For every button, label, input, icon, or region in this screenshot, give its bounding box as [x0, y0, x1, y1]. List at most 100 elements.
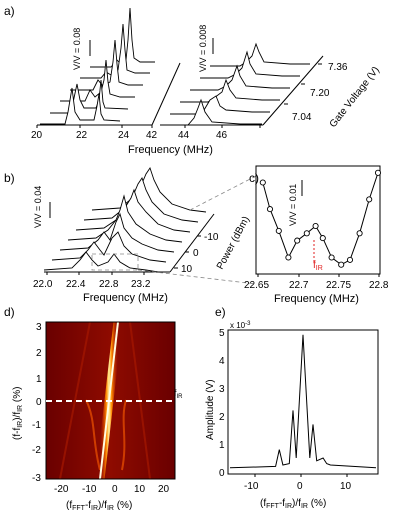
trace-a-left-4	[60, 59, 135, 102]
scale-label-a-left: V/V = 0.08	[72, 28, 82, 70]
tick-c-228: 22.8	[369, 280, 389, 291]
tick-a-44: 44	[178, 130, 190, 141]
trace-a-right-6	[160, 98, 262, 126]
tick-a-42: 42	[146, 130, 158, 141]
panel-e-data	[229, 334, 377, 469]
ytick-d-3: 3	[36, 322, 42, 333]
panel-d-yticks: 3 2 1 0 -1 -2 -3	[32, 322, 42, 484]
trace-a-left-3	[70, 39, 143, 91]
heatmap-sideband-right	[121, 399, 127, 471]
panel-c-data	[259, 169, 382, 268]
panel-d: d) fIR 3 2 1 0 -1 -2 -3 (f-fIR)/fIR (%) …	[4, 305, 183, 512]
data-point-c	[319, 235, 326, 242]
panel-label-c: c)	[249, 171, 259, 185]
xtick-e-m10: -10	[244, 481, 259, 492]
ytick-d-1: 1	[36, 374, 42, 385]
exponent-e: x 10-3	[230, 321, 251, 330]
tick-c-227: 22.7	[289, 280, 309, 291]
panel-a-right-traces	[160, 42, 310, 126]
tick-a-24: 24	[118, 130, 130, 141]
tick-b-224: 22.4	[66, 279, 86, 290]
data-point-c	[303, 230, 310, 237]
xtick-d-m10: -10	[82, 484, 97, 495]
tick-c-2275: 22.75	[326, 280, 351, 291]
scale-label-a-right: V/V = 0.008	[198, 25, 208, 72]
tick-a-46: 46	[216, 130, 228, 141]
ytick-e-0: 0	[219, 468, 225, 479]
xtick-d-m20: -20	[54, 484, 69, 495]
power-tick-10: 10	[181, 264, 193, 275]
data-point-c	[366, 196, 373, 203]
panel-e-yticks: 5 4 3 2 1 0	[219, 328, 225, 479]
fir-label-d: fIR	[174, 388, 183, 400]
trace-b-7	[43, 251, 159, 273]
xtick-e-10: 10	[340, 481, 352, 492]
y-title-e: Amplitude (V)	[205, 379, 216, 440]
tick-a-22: 22	[76, 130, 88, 141]
panel-c: c) V/V = 0.01 fIR 22.65 22.7 22.75 22.8 …	[244, 165, 389, 305]
zoom-line-upper	[189, 175, 257, 211]
series-line-e	[229, 334, 377, 469]
data-point-c	[294, 237, 301, 244]
x-title-d: (fFFT-fIR)/fIR (%)	[66, 500, 132, 512]
x-title-e: (fFFT-fIR)/fIR (%)	[260, 498, 326, 510]
data-point-c	[266, 206, 274, 213]
ytick-d-m2: -2	[32, 445, 41, 456]
panel-e: e) x 10-3 5 4 3 2 1 0 Amplitude (V) -10 …	[205, 305, 379, 510]
x-title-c: Frequency (MHz)	[274, 293, 359, 305]
heatmap-streak-left	[59, 322, 91, 479]
ytick-d-m3: -3	[32, 473, 41, 484]
tick-b-232: 23.2	[131, 279, 151, 290]
tick-c-2265: 22.65	[244, 280, 269, 291]
trace-a-right-2	[200, 50, 300, 79]
tick-b-220: 22.0	[33, 279, 53, 290]
ytick-e-3: 3	[219, 384, 225, 395]
tick-b-228: 22.8	[99, 279, 119, 290]
panel-label-a: a)	[4, 4, 15, 18]
series-line-c	[262, 172, 379, 266]
zoom-line-lower	[137, 269, 257, 285]
trace-b-6	[51, 231, 167, 263]
trace-a-right-3	[190, 64, 290, 91]
xtick-d-0: 0	[112, 484, 118, 495]
ytick-e-2: 2	[219, 412, 225, 423]
panel-d-xticks: -20 -10 0 10 20	[54, 484, 170, 495]
plot-frame-e	[227, 329, 379, 475]
trace-a-left-6	[40, 87, 121, 125]
data-point-c	[338, 261, 345, 268]
plot-frame-c	[255, 165, 381, 275]
gate-tick-704: 7.04	[292, 112, 312, 123]
data-point-c	[374, 169, 382, 176]
panel-a-left-axes: V/V = 0.08 20 22 24 42	[31, 28, 181, 141]
power-tick-m10: -10	[204, 232, 219, 243]
ytick-d-2: 2	[36, 348, 42, 359]
tick-a-20: 20	[31, 130, 43, 141]
gate-tick-736: 7.36	[328, 62, 348, 73]
data-point-c	[285, 254, 292, 261]
xtick-d-10: 10	[134, 484, 146, 495]
scale-label-b: V/V = 0.04	[33, 186, 43, 228]
panel-b-traces	[43, 166, 207, 273]
scale-label-c: V/V = 0.01	[288, 184, 298, 226]
panel-a-left-traces	[40, 7, 155, 125]
xtick-d-20: 20	[158, 484, 170, 495]
zoom-box-b	[91, 253, 139, 271]
trace-b-1	[91, 166, 207, 213]
ytick-d-m1: -1	[32, 420, 41, 431]
ytick-e-4: 4	[219, 356, 225, 367]
ytick-e-1: 1	[219, 440, 225, 451]
data-point-c	[346, 256, 354, 263]
data-point-c	[275, 227, 282, 234]
xtick-e-0: 0	[297, 481, 303, 492]
ytick-d-0: 0	[36, 397, 42, 408]
y-title-d: (f-fIR)/fIR (%)	[12, 387, 24, 440]
data-point-c	[356, 230, 363, 237]
power-tick-0: 0	[193, 248, 199, 259]
gate-tick-720: 7.20	[310, 88, 330, 99]
panel-label-e: e)	[215, 305, 226, 319]
x-title-a: Frequency (MHz)	[128, 144, 213, 156]
panel-a: a) V/V = 0.08 20 22 24 42	[4, 4, 382, 156]
panel-b: b) V/V = 0.04 -10 0 1	[4, 166, 257, 304]
power-axis-title: Power (dBm)	[215, 215, 252, 272]
